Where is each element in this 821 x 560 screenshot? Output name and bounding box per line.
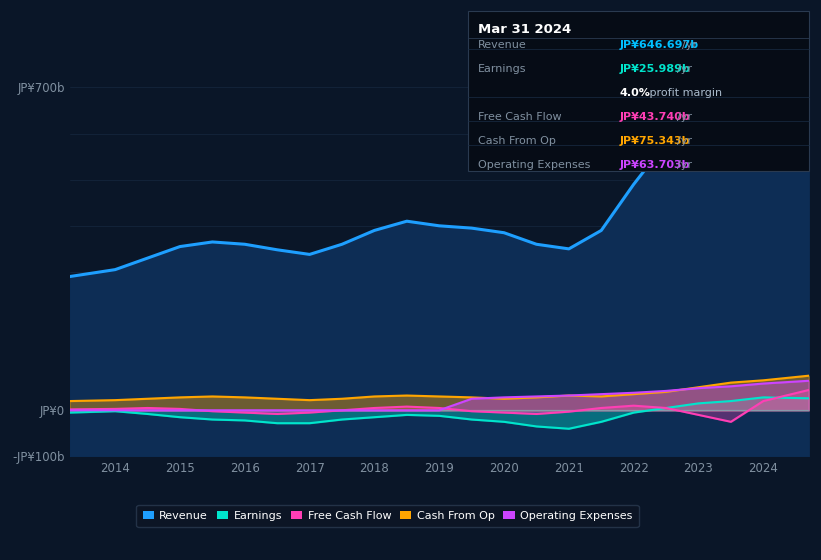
Text: profit margin: profit margin	[646, 88, 722, 98]
Text: /yr: /yr	[677, 160, 691, 170]
Text: JP¥43.740b: JP¥43.740b	[620, 112, 690, 122]
Text: Operating Expenses: Operating Expenses	[478, 160, 590, 170]
Text: JP¥63.703b: JP¥63.703b	[620, 160, 690, 170]
Text: JP¥646.697b: JP¥646.697b	[620, 40, 699, 50]
Text: /yr: /yr	[677, 112, 691, 122]
Text: /yr: /yr	[677, 64, 691, 74]
Text: Revenue: Revenue	[478, 40, 526, 50]
Text: 4.0%: 4.0%	[620, 88, 651, 98]
Text: /yr: /yr	[677, 136, 691, 146]
Text: Mar 31 2024: Mar 31 2024	[478, 23, 571, 36]
Text: /yr: /yr	[681, 40, 697, 50]
Text: Cash From Op: Cash From Op	[478, 136, 556, 146]
Text: JP¥25.989b: JP¥25.989b	[620, 64, 690, 74]
Text: JP¥75.343b: JP¥75.343b	[620, 136, 690, 146]
Text: Free Cash Flow: Free Cash Flow	[478, 112, 562, 122]
Legend: Revenue, Earnings, Free Cash Flow, Cash From Op, Operating Expenses: Revenue, Earnings, Free Cash Flow, Cash …	[136, 505, 639, 528]
Text: Earnings: Earnings	[478, 64, 526, 74]
